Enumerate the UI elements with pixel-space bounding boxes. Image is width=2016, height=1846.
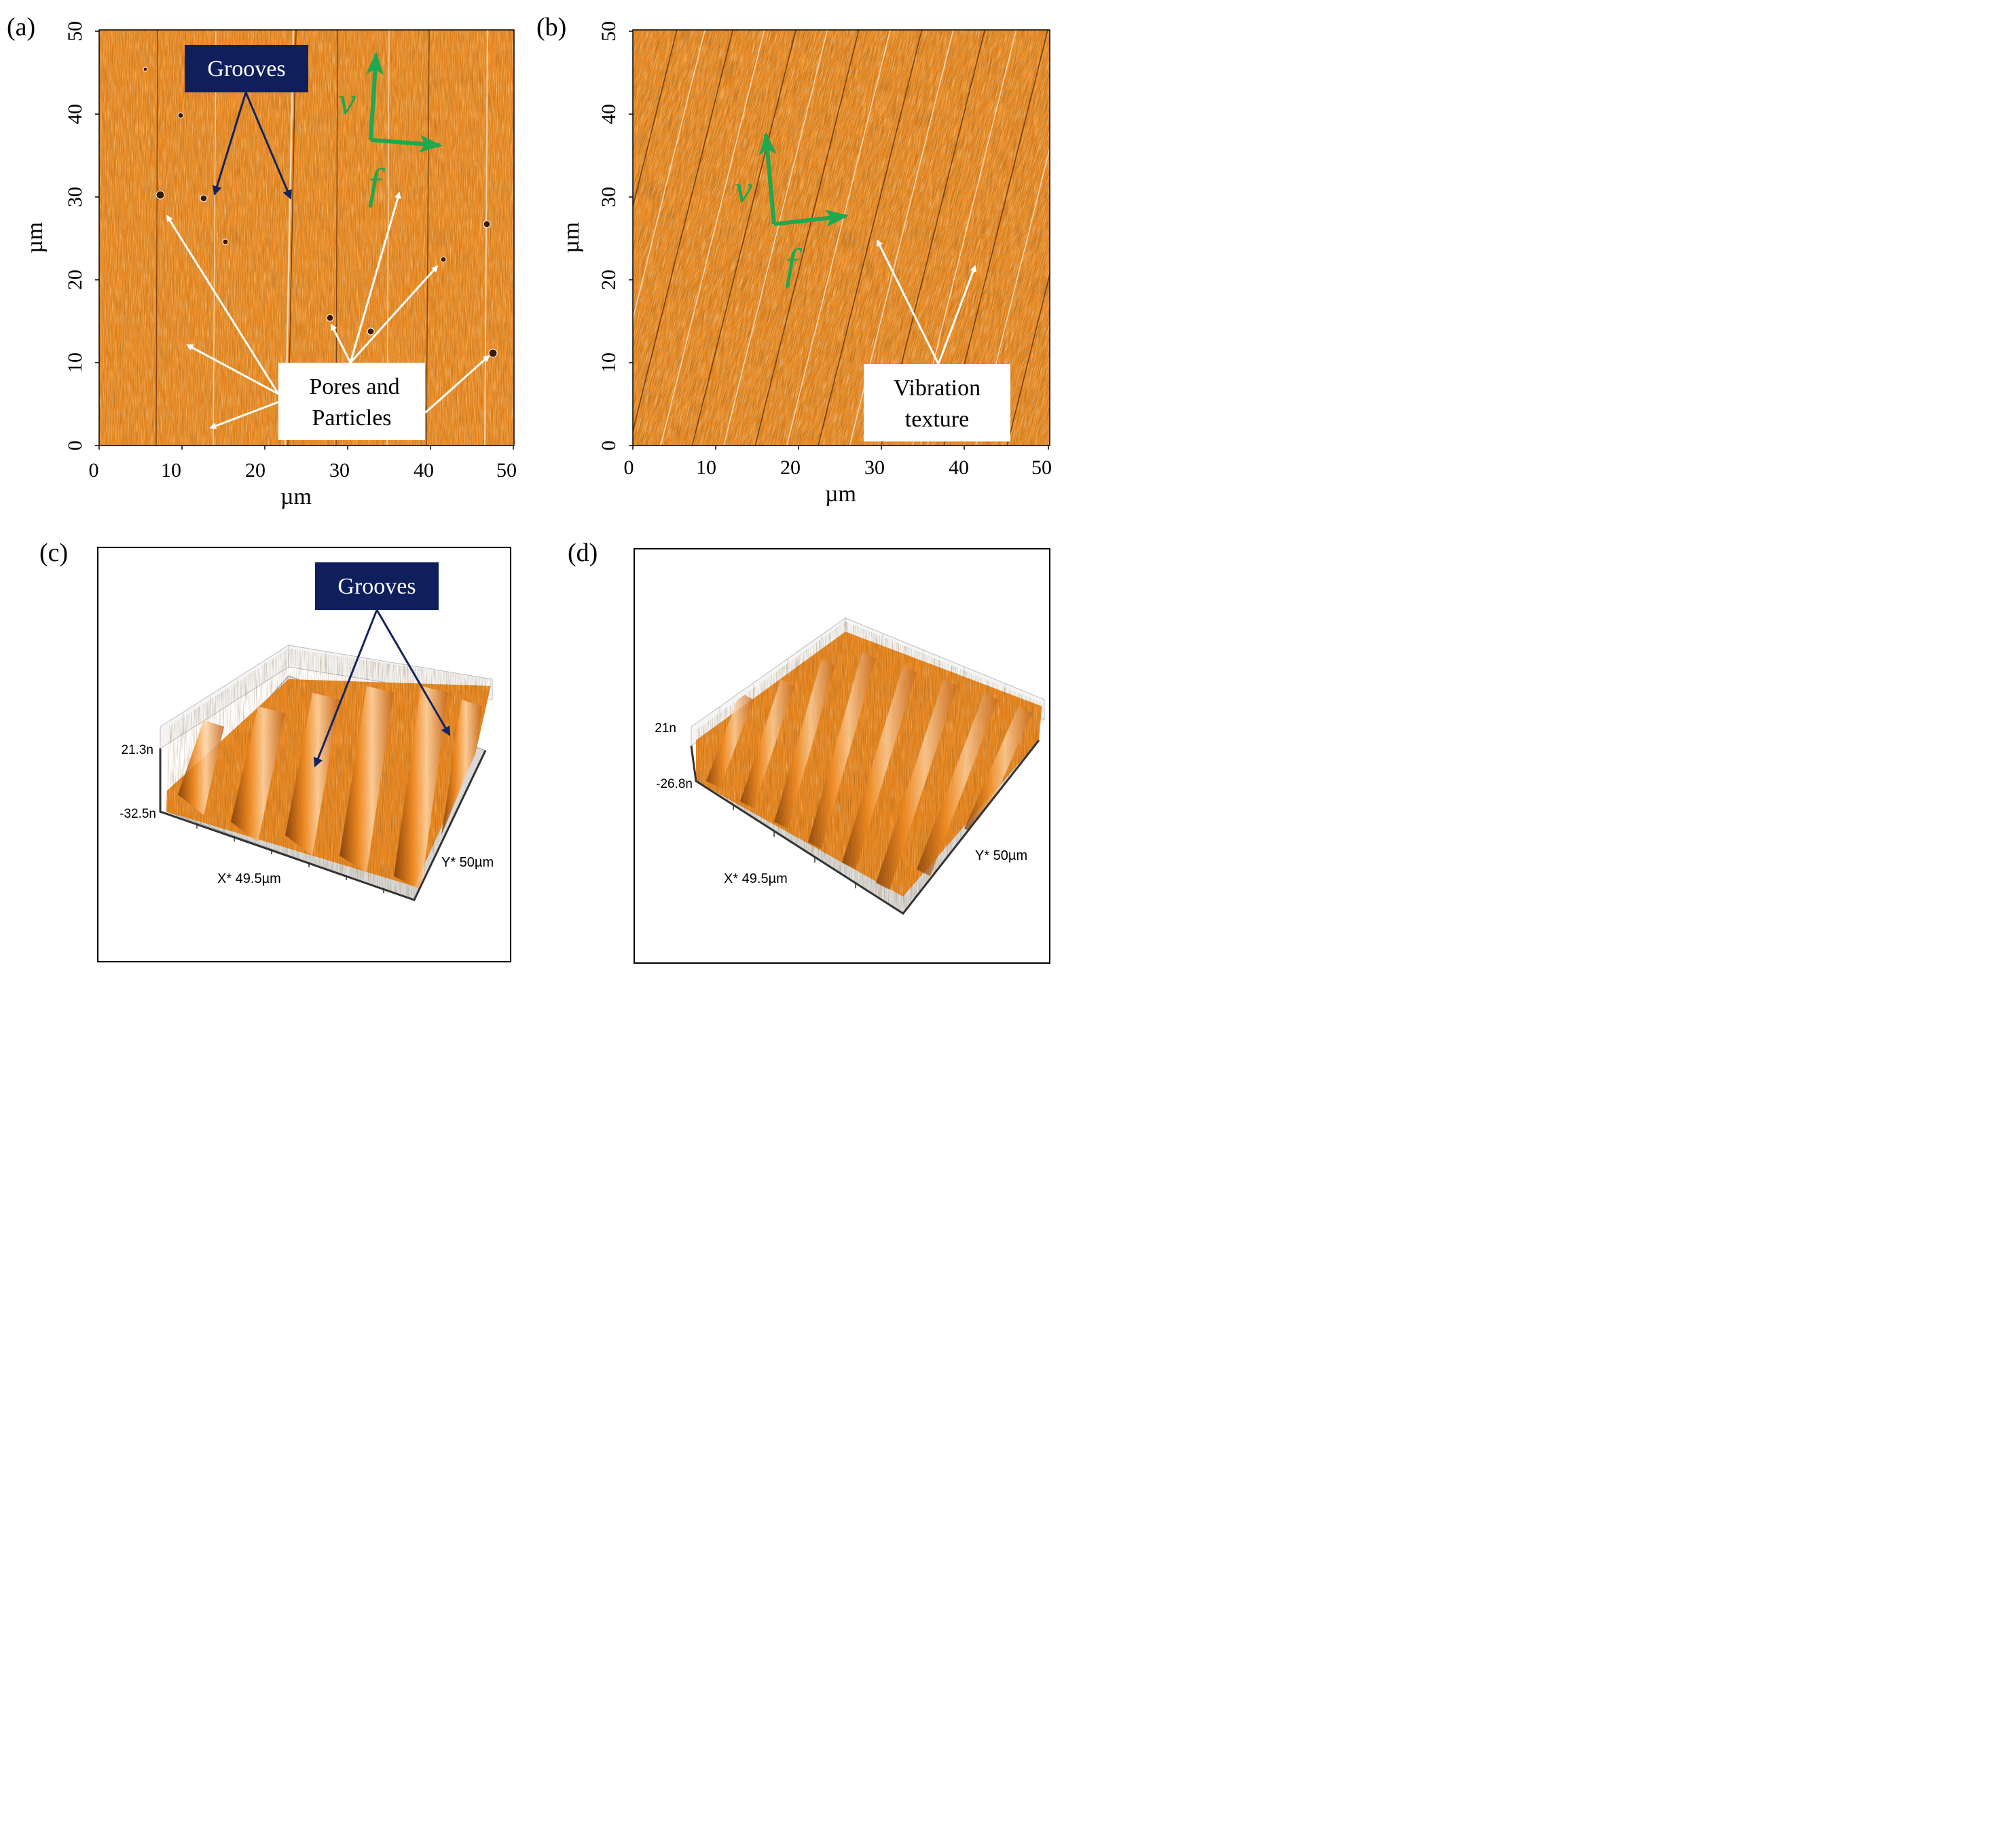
panel-b-xtick: 10 [696,456,716,479]
panel-a-y-axis: 0 10 20 30 40 50 µm [22,21,99,451]
panel-a: (a) [7,13,517,509]
panel-a-xtick: 20 [245,459,265,482]
panel-a-grooves-callout: Grooves [185,45,308,200]
panel-a-ytick: 0 [64,441,86,451]
panel-a-ytick: 50 [64,21,86,41]
panel-a-xtick: 40 [414,459,434,482]
panel-b-ytick: 50 [598,21,620,41]
panel-a-ylabel: µm [22,222,48,253]
panel-b-image [632,29,1050,446]
panel-b-xlabel: µm [825,482,856,507]
panel-c-x-axis-label: X* 49.5µm [217,871,281,886]
panel-c-grooves-callout: Grooves [313,562,451,767]
panel-b-ytick: 20 [598,270,620,290]
figure: (a) [7,13,1052,964]
panel-b-xtick: 50 [1031,456,1052,479]
panel-a-pores-callout: Pores and Particles [166,192,490,440]
panel-b-ylabel: µm [559,222,584,253]
panel-b-xtick: 20 [780,456,801,479]
panel-a-ytick: 30 [64,187,86,207]
panel-c-3d-plot: 21.3n -32.5n X* 49.5µm Y* 50µm [120,645,494,901]
panel-a-x-axis: 0 10 20 30 40 50 µm [89,446,517,509]
panel-b-ytick: 0 [598,441,620,451]
panel-a-image [98,29,515,446]
panel-b-ytick: 10 [598,352,620,373]
panel-b-xtick: 40 [949,456,969,479]
panel-a-xtick: 10 [161,459,181,482]
panel-c-zmin: -32.5n [120,807,156,821]
panel-b-x-axis: 0 10 20 30 40 50 µm [624,446,1052,507]
panel-c-y-axis-label: Y* 50µm [441,855,494,870]
panel-a-xtick: 0 [89,459,99,482]
panel-a-v-label: v [338,79,356,123]
panel-a-label: (a) [7,13,35,41]
panel-b-ytick: 40 [598,104,620,124]
panel-b-ytick: 30 [598,187,620,207]
panel-c-zmax: 21.3n [121,743,153,757]
panel-c-label: (c) [39,539,68,567]
panel-b-xtick: 30 [864,456,885,479]
panel-b-v-label: v [735,167,752,211]
panel-d-zmax: 21n [655,721,676,736]
panel-a-ytick: 20 [64,270,86,290]
panel-d-zmin: -26.8n [656,777,693,791]
panel-b-label: (b) [536,13,566,41]
panel-b-vibration-label-line1: Vibration [894,376,980,401]
panel-a-xlabel: µm [280,484,312,509]
panel-b: (b) [536,13,1052,507]
panel-c: (c) [39,539,511,962]
panel-b-vibration-callout: Vibration texture [864,239,1010,441]
panel-a-ytick: 10 [64,352,86,373]
panel-b-xtick: 0 [624,456,634,479]
panel-d-label: (d) [568,539,598,567]
panel-d: (d) [568,539,1050,964]
panel-a-pores-label-line2: Particles [312,405,391,431]
panel-a-ytick: 40 [64,104,86,124]
panel-b-y-axis: 0 10 20 30 40 50 µm [559,21,633,451]
panel-a-xtick: 50 [496,459,517,482]
panel-c-grooves-label: Grooves [337,574,416,599]
panel-b-vibration-label-line2: texture [905,407,969,432]
panel-a-grooves-label: Grooves [207,56,285,82]
panel-d-x-axis-label: X* 49.5µm [724,871,788,886]
panel-a-xtick: 30 [329,459,350,482]
panel-a-pores-label-line1: Pores and [309,374,399,399]
panel-d-y-axis-label: Y* 50µm [975,848,1027,863]
